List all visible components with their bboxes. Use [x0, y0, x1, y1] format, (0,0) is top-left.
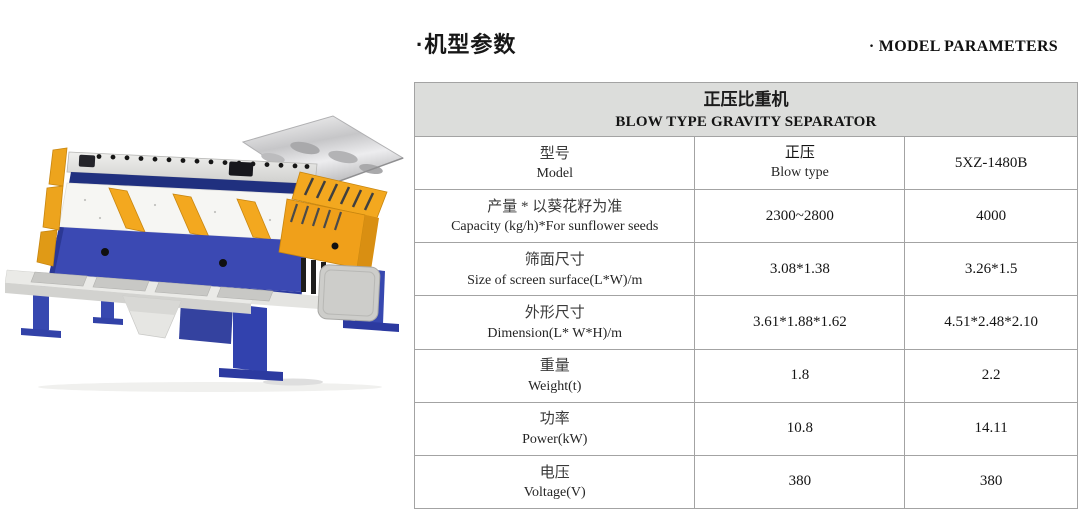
table-title-en: BLOW TYPE GRAVITY SEPARATOR — [615, 114, 877, 131]
value-cell: 380 — [904, 454, 1078, 510]
table-row-dimension: 外形尺寸 Dimension(L* W*H)/m 3.61*1.88*1.62 … — [413, 295, 1078, 350]
value-cell: 4000 — [904, 189, 1078, 244]
value-cell: 14.11 — [904, 401, 1078, 456]
value-line: 380 — [979, 473, 1003, 490]
value-cell: 3.26*1.5 — [904, 242, 1078, 297]
param-label-cell: 产量 * 以葵花籽为准 Capacity (kg/h)*For sunflowe… — [413, 189, 696, 244]
value-cell: 1.8 — [694, 348, 906, 403]
value-cell: 380 — [694, 454, 906, 510]
table-row-model: 型号 Model 正压 Blow type 5XZ-1480B — [413, 135, 1078, 191]
param-label-en: Size of screen surface(L*W)/m — [467, 272, 643, 288]
table-row-capacity: 产量 * 以葵花籽为准 Capacity (kg/h)*For sunflowe… — [413, 189, 1078, 244]
table-row-screen-size: 筛面尺寸 Size of screen surface(L*W)/m 3.08*… — [413, 242, 1078, 297]
param-label-zh: 功率 — [539, 411, 570, 428]
param-label-zh: 型号 — [539, 145, 570, 162]
value-cell: 4.51*2.48*2.10 — [904, 295, 1078, 350]
value-line: 正压 — [784, 145, 815, 162]
value-line: 10.8 — [786, 420, 813, 437]
table-row-power: 功率 Power(kW) 10.8 14.11 — [413, 401, 1078, 456]
machine-yellow-brackets — [108, 187, 272, 241]
param-label-zh: 电压 — [539, 464, 570, 481]
value-cell: 3.61*1.88*1.62 — [694, 295, 906, 350]
table-row-voltage: 电压 Voltage(V) 380 380 — [413, 454, 1078, 510]
value-line: 2300~2800 — [765, 207, 834, 224]
param-label-cell: 外形尺寸 Dimension(L* W*H)/m — [413, 295, 696, 350]
param-label-en: Model — [536, 166, 573, 182]
param-label-en: Weight(t) — [528, 378, 582, 394]
param-label-cell: 型号 Model — [413, 135, 696, 191]
table-row-weight: 重量 Weight(t) 1.8 2.2 — [413, 348, 1078, 403]
value-line: 380 — [788, 473, 812, 490]
param-label-en: Capacity (kg/h)*For sunflower seeds — [451, 219, 659, 235]
ground-shadow — [38, 378, 382, 392]
param-label-zh: 外形尺寸 — [524, 305, 585, 322]
value-cell: 10.8 — [694, 401, 906, 456]
value-line: 5XZ-1480B — [954, 154, 1028, 171]
machine-left-flaps — [36, 147, 68, 267]
value-cell: 2.2 — [904, 348, 1078, 403]
value-line: 14.11 — [974, 420, 1008, 437]
machine-hopper — [122, 295, 182, 339]
value-cell: 3.08*1.38 — [694, 242, 906, 297]
table-title-row: 正压比重机 BLOW TYPE GRAVITY SEPARATOR — [414, 82, 1078, 137]
machine-deck-chrome — [241, 115, 405, 191]
value-line: 4000 — [976, 207, 1007, 224]
param-label-en: Voltage(V) — [523, 485, 586, 501]
param-label-zh: 产量 * 以葵花籽为准 — [487, 198, 623, 215]
value-line: 1.8 — [790, 367, 810, 384]
param-label-zh: 筛面尺寸 — [524, 252, 585, 268]
machine-catwalk — [5, 269, 339, 314]
param-label-zh: 重量 — [539, 358, 570, 375]
value-line: 4.51*2.48*2.10 — [944, 313, 1038, 330]
value-line: 3.26*1.5 — [964, 260, 1018, 277]
machine-inspection-panel — [317, 264, 381, 322]
section-title-zh: ·机型参数 — [416, 32, 517, 57]
machine-photo — [5, 115, 405, 392]
section-title-en: · MODEL PARAMETERS — [868, 38, 1058, 55]
value-cell-5xz1480b: 5XZ-1480B — [904, 135, 1078, 191]
machine-navy-strip — [69, 172, 315, 195]
param-label-en: Dimension(L* W*H)/m — [487, 325, 623, 341]
param-label-cell: 重量 Weight(t) — [413, 348, 696, 403]
value-line: 3.08*1.38 — [769, 260, 830, 277]
param-label-cell: 筛面尺寸 Size of screen surface(L*W)/m — [413, 242, 696, 297]
value-cell-blowtype: 正压 Blow type — [694, 135, 906, 191]
table-title-zh: 正压比重机 — [703, 89, 789, 109]
value-cell: 2300~2800 — [694, 189, 906, 244]
param-label-cell: 功率 Power(kW) — [413, 401, 696, 456]
value-line: 2.2 — [981, 367, 1001, 384]
machine-top-rail — [66, 151, 318, 185]
param-label-cell: 电压 Voltage(V) — [413, 454, 696, 510]
table-title-cell: 正压比重机 BLOW TYPE GRAVITY SEPARATOR — [414, 82, 1078, 137]
value-line: 3.61*1.88*1.62 — [752, 313, 847, 330]
value-subline: Blow type — [770, 165, 829, 181]
param-label-en: Power(kW) — [522, 431, 588, 447]
spec-table: 正压比重机 BLOW TYPE GRAVITY SEPARATOR 型号 Mod… — [413, 82, 1078, 510]
